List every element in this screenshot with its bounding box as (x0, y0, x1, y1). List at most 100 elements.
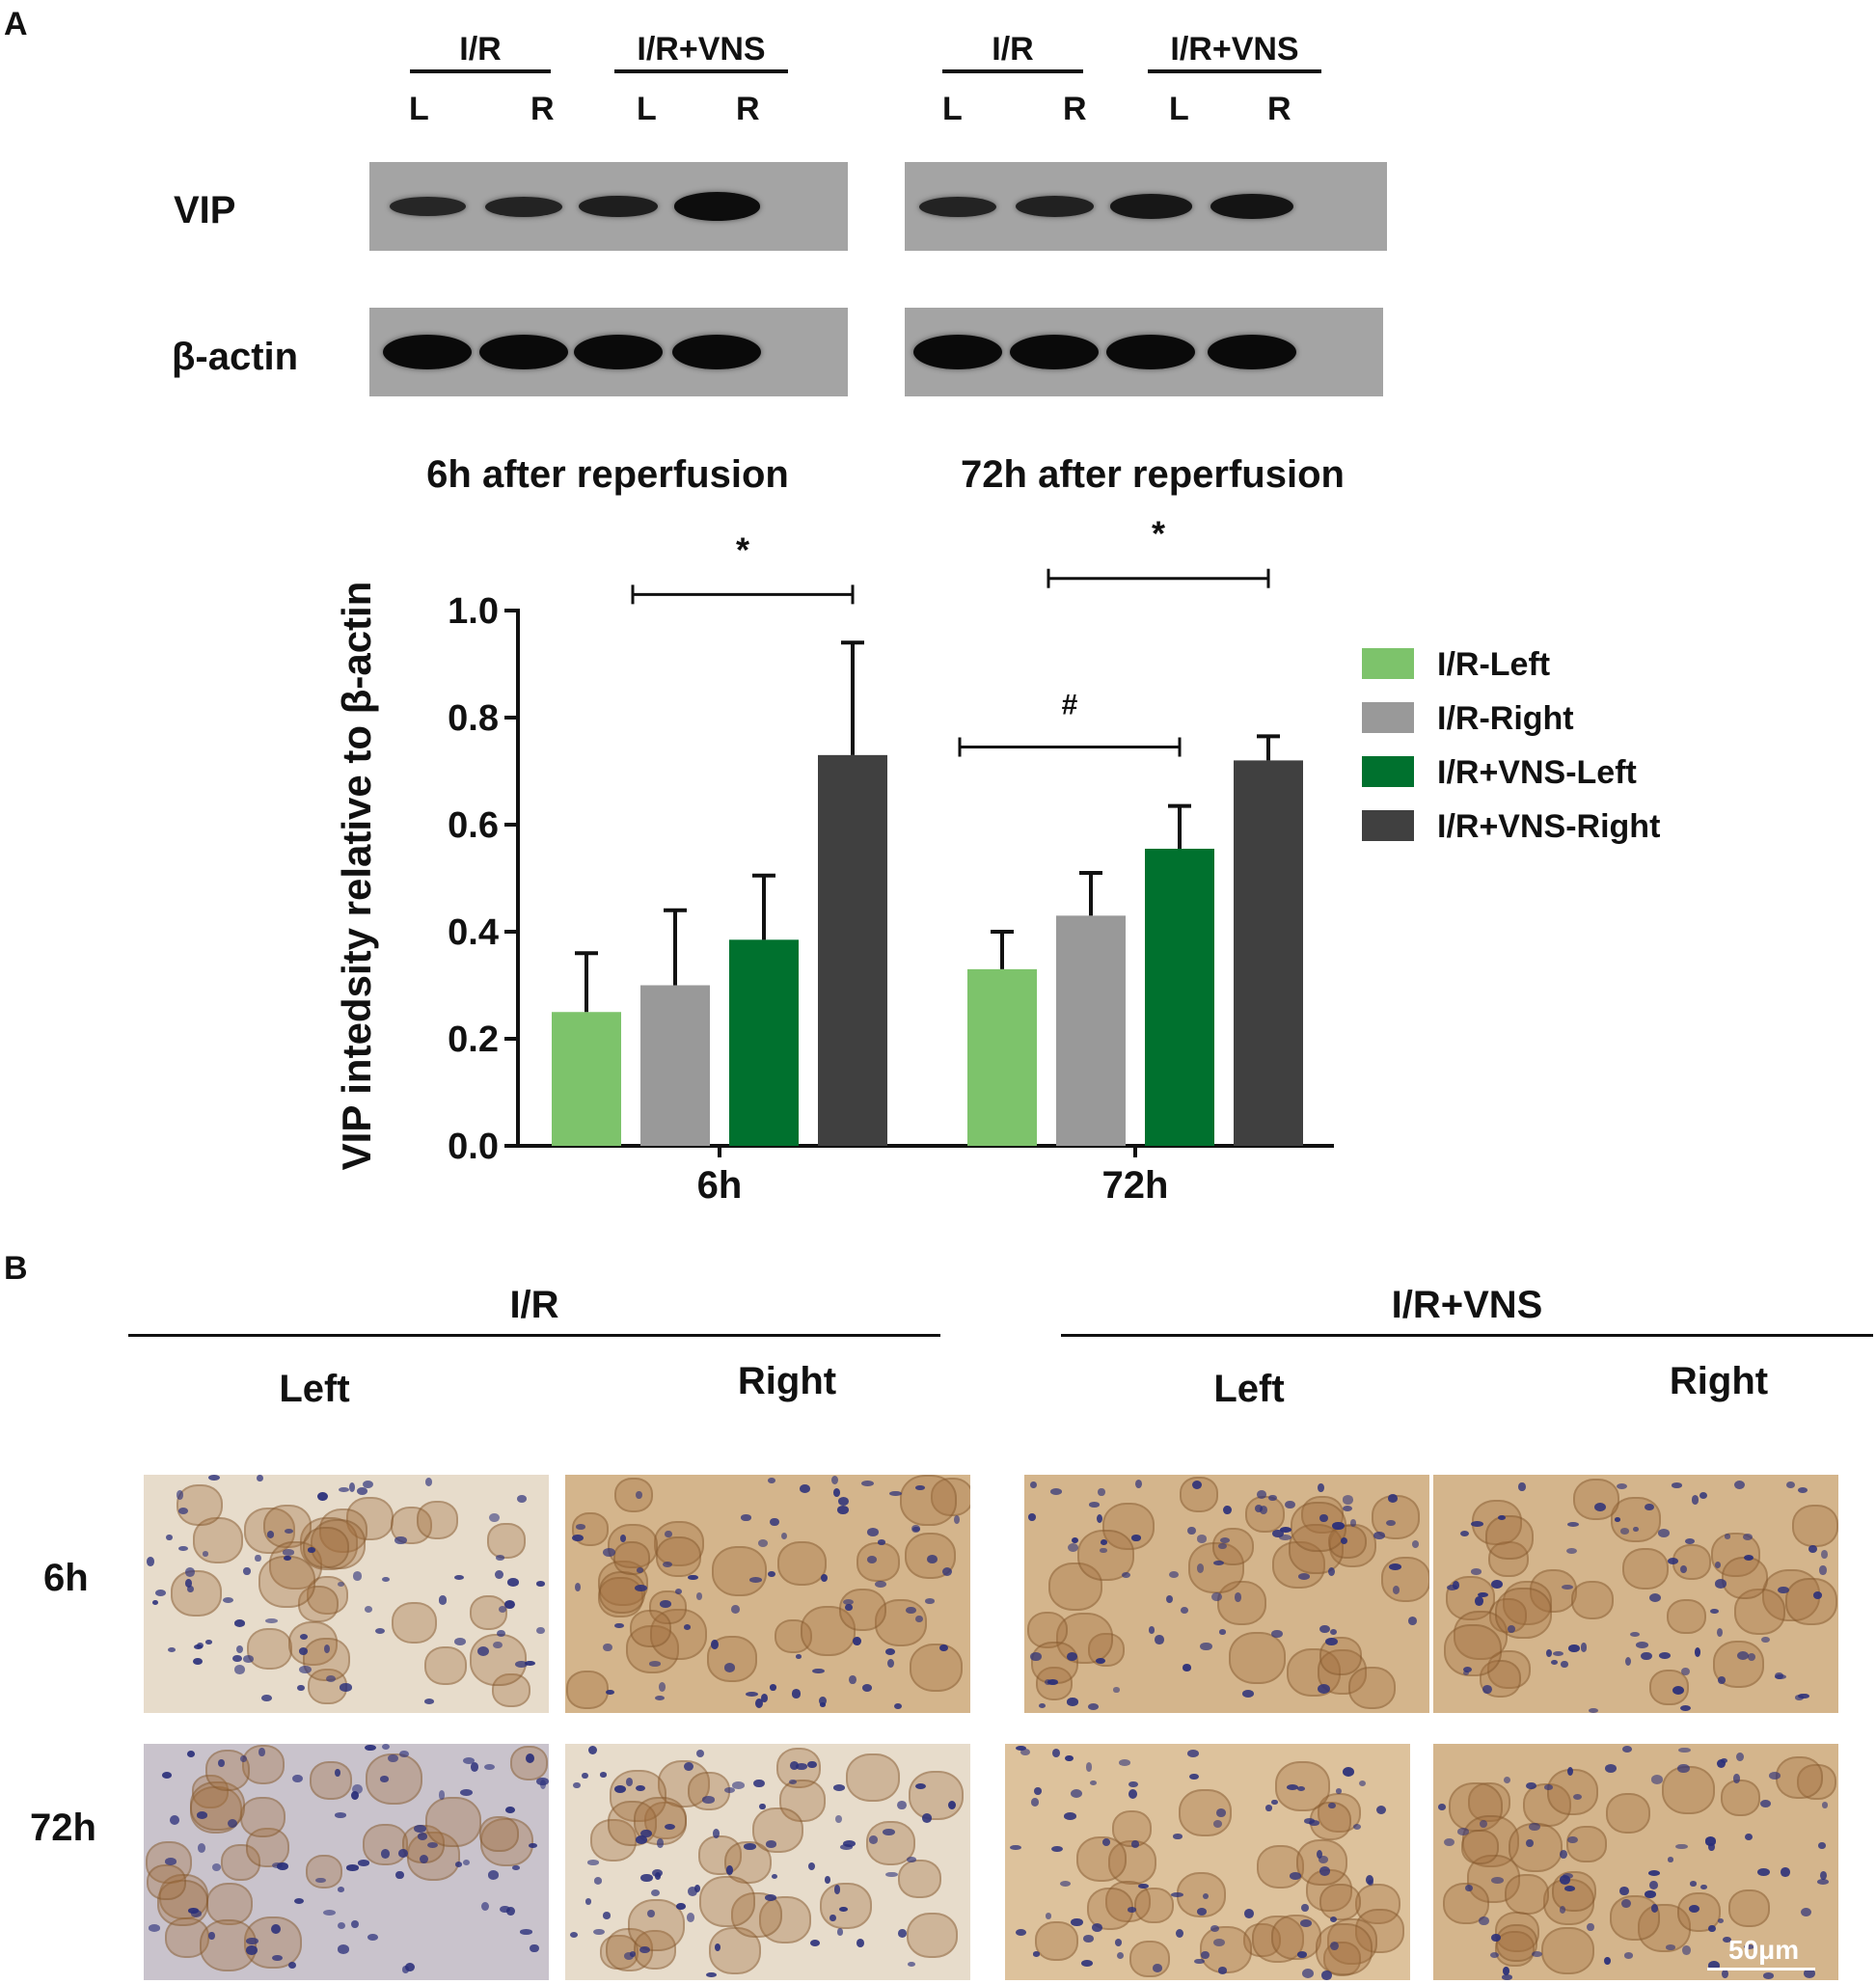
ihc-image-vns-left-6h (1024, 1475, 1429, 1713)
nucleus (1704, 1836, 1717, 1846)
nucleus (1071, 1917, 1083, 1927)
nucleus (761, 1694, 769, 1703)
neuron-cell (199, 1918, 258, 1971)
neuron-cell (1573, 1478, 1620, 1521)
nucleus (187, 1751, 196, 1758)
nucleus (1119, 1759, 1131, 1766)
nucleus (277, 1862, 288, 1870)
neuron-cell (1495, 1588, 1552, 1640)
nucleus (1682, 1945, 1691, 1956)
nucleus (1736, 1752, 1744, 1762)
nucleus (1562, 1872, 1574, 1879)
nucleus (818, 1696, 827, 1706)
nucleus (367, 1934, 378, 1941)
nucleus (781, 1532, 788, 1539)
nucleus (906, 1606, 916, 1614)
nucleus (1135, 1479, 1143, 1488)
nucleus (1359, 1780, 1367, 1786)
nucleus (575, 1582, 582, 1591)
nucleus (536, 1626, 546, 1635)
nucleus (232, 1655, 242, 1663)
nucleus (1131, 1535, 1141, 1541)
neuron-cell (1571, 1580, 1615, 1619)
blot-group-rule (410, 69, 551, 73)
nucleus (211, 1862, 221, 1871)
nucleus (515, 1660, 528, 1668)
nucleus (812, 1668, 825, 1674)
ihc-row-label: 72h (30, 1807, 96, 1849)
nucleus (292, 1774, 304, 1783)
nucleus (1666, 1944, 1676, 1950)
nucleus (1260, 1506, 1268, 1514)
nucleus (1528, 1822, 1540, 1832)
nucleus (897, 1929, 908, 1939)
nucleus (529, 1943, 539, 1953)
nucleus (338, 1486, 350, 1493)
nucleus (480, 1901, 489, 1912)
nucleus (1213, 1561, 1224, 1566)
nucleus (569, 1932, 578, 1938)
nucleus (629, 1951, 637, 1957)
nucleus (394, 1536, 407, 1545)
nucleus (1689, 1881, 1698, 1887)
ihc-image-vns-right-72h (1433, 1744, 1838, 1980)
nucleus (614, 1785, 627, 1794)
nucleus (1465, 1885, 1473, 1892)
nucleus (493, 1642, 503, 1649)
nucleus (351, 1919, 359, 1928)
bar (1145, 848, 1214, 1146)
nucleus (1303, 1818, 1316, 1824)
nucleus (285, 1528, 294, 1534)
nucleus (1271, 1529, 1284, 1538)
nucleus (1020, 1748, 1030, 1756)
nucleus (484, 1763, 495, 1771)
bar (552, 1012, 621, 1146)
nucleus (1589, 1707, 1599, 1713)
neuron-cell (627, 1898, 686, 1951)
nucleus (842, 1598, 855, 1606)
nucleus (906, 1857, 917, 1863)
y-tick-label: 0.2 (448, 1019, 499, 1060)
nucleus (340, 1683, 352, 1692)
nucleus (1619, 1887, 1629, 1896)
nucleus (706, 1972, 717, 1978)
nucleus (1778, 1586, 1789, 1594)
nucleus (1821, 1550, 1828, 1560)
nucleus (1342, 1505, 1353, 1511)
neuron-cell (1649, 1670, 1689, 1706)
lane-label: R (530, 91, 555, 127)
nucleus (1302, 1969, 1315, 1979)
nucleus (842, 1839, 856, 1847)
nucleus (831, 1475, 839, 1484)
legend-swatch (1362, 756, 1414, 787)
nucleus (227, 1819, 238, 1829)
nucleus (765, 1840, 777, 1848)
nucleus (1678, 1747, 1691, 1753)
nucleus (1218, 1542, 1227, 1550)
nucleus (1720, 1757, 1728, 1763)
nucleus (731, 1781, 745, 1789)
nucleus (1559, 1849, 1567, 1859)
nucleus (1688, 1904, 1699, 1913)
y-tick-label: 0.4 (448, 912, 499, 953)
nucleus (265, 1617, 278, 1623)
nucleus (1587, 1922, 1594, 1932)
nucleus (365, 1606, 373, 1613)
nucleus (1559, 1906, 1566, 1915)
neuron-cell (688, 1772, 731, 1811)
nucleus (741, 1514, 751, 1521)
blot-group-rule (614, 69, 788, 73)
nucleus (1759, 1800, 1771, 1808)
nucleus (1742, 1533, 1753, 1540)
legend-label: I/R+VNS-Right (1437, 808, 1660, 845)
nucleus (834, 1814, 842, 1824)
nucleus (1279, 1526, 1292, 1534)
nucleus (770, 1517, 779, 1526)
nucleus (1034, 1787, 1042, 1795)
nucleus (867, 1556, 878, 1563)
nucleus (208, 1931, 215, 1941)
y-tick-label: 0.0 (448, 1127, 499, 1167)
nucleus (757, 1538, 769, 1547)
nucleus (1559, 1874, 1571, 1885)
nucleus (1299, 1918, 1313, 1928)
